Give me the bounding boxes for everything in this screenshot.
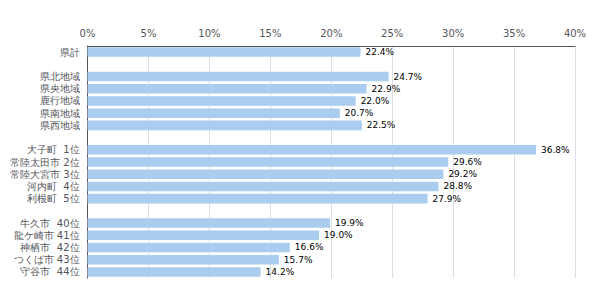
svg-text:36.8%: 36.8% [541,145,570,155]
svg-text:15%: 15% [259,28,281,39]
svg-text:利根町 5位: 利根町 5位 [27,193,80,204]
svg-text:つくば市 43位: つくば市 43位 [14,254,80,265]
svg-text:29.6%: 29.6% [453,157,482,167]
svg-text:28.8%: 28.8% [444,181,473,191]
svg-text:15.7%: 15.7% [284,255,313,265]
svg-text:大子町 1位: 大子町 1位 [27,144,80,155]
svg-text:守谷市 44位: 守谷市 44位 [20,266,79,277]
svg-text:神栖市 42位: 神栖市 42位 [20,242,79,253]
svg-text:19.9%: 19.9% [335,218,364,228]
svg-text:県西地域: 県西地域 [40,120,80,131]
svg-text:0%: 0% [80,28,96,39]
svg-text:19.0%: 19.0% [324,230,353,240]
svg-text:22.4%: 22.4% [366,47,395,57]
svg-text:県南地域: 県南地域 [40,108,80,119]
svg-text:25%: 25% [381,28,403,39]
svg-text:14.2%: 14.2% [266,267,295,277]
svg-text:常陸大宮市 3位: 常陸大宮市 3位 [10,169,80,180]
svg-text:30%: 30% [442,28,464,39]
svg-text:20%: 20% [320,28,342,39]
svg-text:29.2%: 29.2% [448,169,477,179]
svg-text:20.7%: 20.7% [345,108,374,118]
svg-text:県計: 県計 [60,47,80,58]
svg-text:鹿行地域: 鹿行地域 [40,95,80,106]
svg-text:22.5%: 22.5% [367,120,396,130]
svg-text:龍ケ崎市 41位: 龍ケ崎市 41位 [14,230,80,241]
svg-text:35%: 35% [503,28,525,39]
svg-text:県北地域: 県北地域 [40,71,80,82]
svg-text:22.0%: 22.0% [361,96,390,106]
svg-text:常陸太田市 2位: 常陸太田市 2位 [10,157,80,168]
svg-text:27.9%: 27.9% [433,194,462,204]
svg-text:40%: 40% [564,28,586,39]
svg-text:16.6%: 16.6% [295,242,324,252]
svg-text:22.9%: 22.9% [372,84,401,94]
svg-text:県央地域: 県央地域 [40,83,80,94]
svg-text:河内町 4位: 河内町 4位 [27,181,80,192]
svg-text:24.7%: 24.7% [394,72,423,82]
svg-text:10%: 10% [198,28,220,39]
svg-text:牛久市 40位: 牛久市 40位 [20,218,79,229]
svg-text:5%: 5% [141,28,157,39]
